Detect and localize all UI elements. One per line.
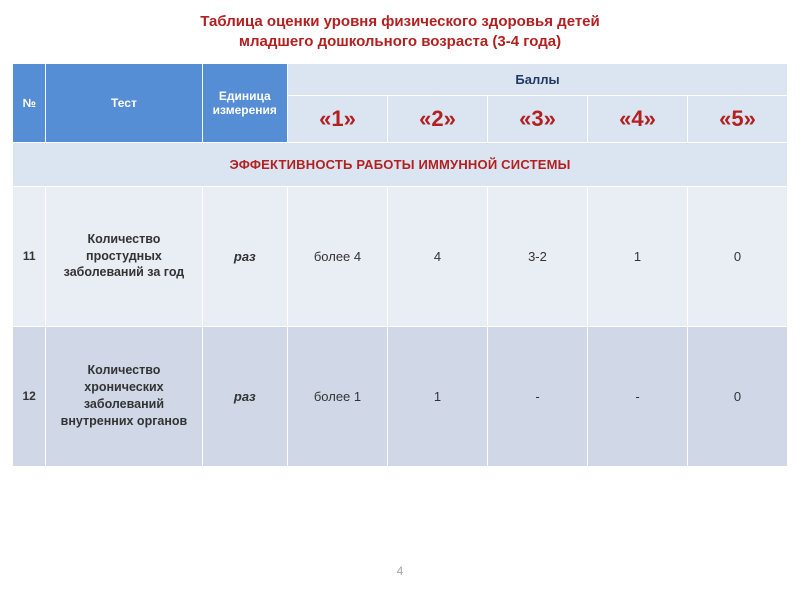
col-unit: Единица измерения <box>202 63 287 142</box>
row-val-5: 0 <box>687 326 787 466</box>
row-val-5: 0 <box>687 186 787 326</box>
row-test: Количество хронических заболеваний внутр… <box>46 326 202 466</box>
section-label: ЭФФЕКТИВНОСТЬ РАБОТЫ ИММУННОЙ СИСТЕМЫ <box>13 142 788 186</box>
title-line-2: младшего дошкольного возраста (3-4 года) <box>239 33 561 50</box>
row-val-4: - <box>587 326 687 466</box>
row-test: Количество простудных заболеваний за год <box>46 186 202 326</box>
table-row: 12 Количество хронических заболеваний вн… <box>13 326 788 466</box>
section-row: ЭФФЕКТИВНОСТЬ РАБОТЫ ИММУННОЙ СИСТЕМЫ <box>13 142 788 186</box>
score-col-3: «3» <box>487 95 587 142</box>
row-val-2: 1 <box>387 326 487 466</box>
col-scores-label: Баллы <box>287 63 787 95</box>
row-num: 11 <box>13 186 46 326</box>
col-num: № <box>13 63 46 142</box>
row-val-3: - <box>487 326 587 466</box>
score-col-1: «1» <box>287 95 387 142</box>
row-val-1: более 1 <box>287 326 387 466</box>
score-col-4: «4» <box>587 95 687 142</box>
row-val-1: более 4 <box>287 186 387 326</box>
row-val-4: 1 <box>587 186 687 326</box>
score-col-5: «5» <box>687 95 787 142</box>
assessment-table: № Тест Единица измерения Баллы «1» «2» «… <box>12 63 788 467</box>
title-line-1: Таблица оценки уровня физического здоров… <box>200 13 600 30</box>
score-col-2: «2» <box>387 95 487 142</box>
header-row-1: № Тест Единица измерения Баллы <box>13 63 788 95</box>
table-row: 11 Количество простудных заболеваний за … <box>13 186 788 326</box>
row-unit: раз <box>202 186 287 326</box>
row-num: 12 <box>13 326 46 466</box>
row-val-2: 4 <box>387 186 487 326</box>
page-title: Таблица оценки уровня физического здоров… <box>12 12 788 53</box>
row-val-3: 3-2 <box>487 186 587 326</box>
row-unit: раз <box>202 326 287 466</box>
col-test: Тест <box>46 63 202 142</box>
page-number: 4 <box>0 564 800 578</box>
